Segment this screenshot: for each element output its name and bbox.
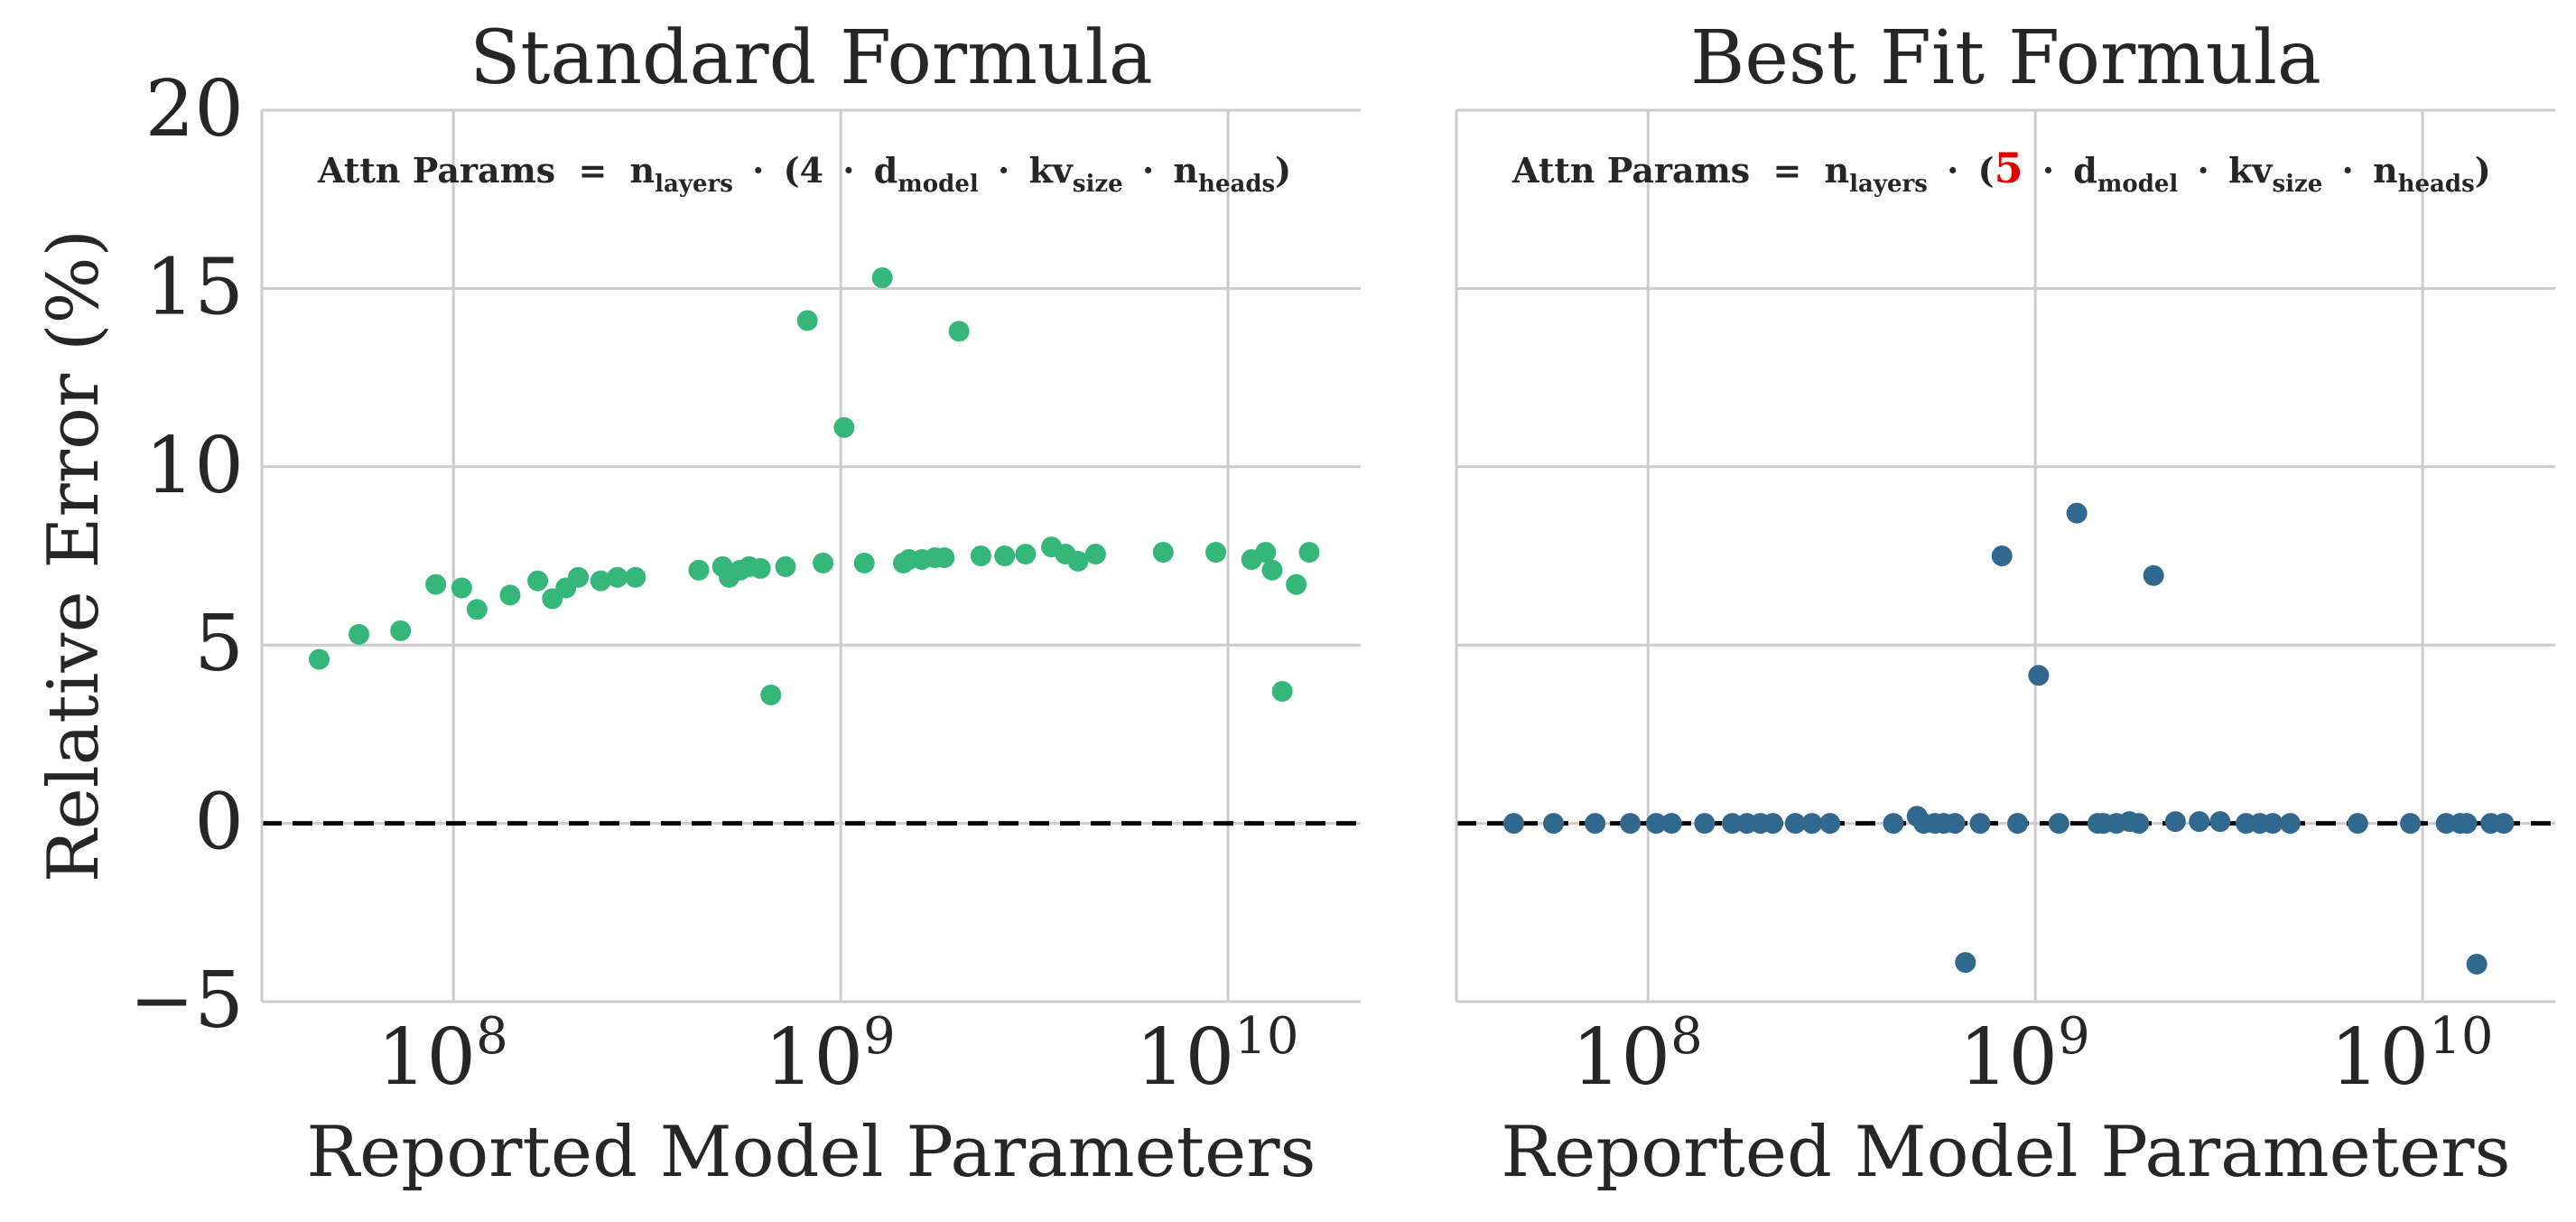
data-point <box>466 599 488 620</box>
data-point <box>1067 550 1089 572</box>
data-point <box>1543 813 1565 835</box>
formula-coefficient: 4 <box>800 150 823 191</box>
data-point <box>1955 952 1976 974</box>
data-point <box>1286 574 1307 595</box>
data-point <box>2143 564 2164 586</box>
formula-annotation: Attn Params = nlayers · (4 · dmodel · kv… <box>317 150 1291 200</box>
data-point <box>1801 813 1823 835</box>
data-point <box>425 574 447 595</box>
x-tick-label: 1010 <box>1136 1007 1299 1103</box>
data-point <box>760 684 782 705</box>
data-point <box>970 546 991 566</box>
data-point <box>1620 813 1641 835</box>
data-point <box>688 559 710 581</box>
data-point <box>2189 811 2210 833</box>
data-point <box>1722 813 1744 835</box>
data-point <box>2164 811 2186 833</box>
formula-coefficient: 5 <box>1995 144 2023 192</box>
x-tick-label: 1010 <box>2330 1007 2494 1103</box>
panel-best-fit-formula: Best Fit Formula Reported Model Paramete… <box>1455 15 2555 1193</box>
panel-standard-formula: Standard Formula Reported Model Paramete… <box>129 15 1361 1193</box>
y-tick-label: 5 <box>194 599 244 689</box>
data-point <box>813 552 834 574</box>
data-point <box>309 648 330 670</box>
x-axis-label: Reported Model Parameters <box>1501 1112 2510 1193</box>
y-tick-label: 20 <box>145 64 244 154</box>
data-point <box>567 566 589 588</box>
panel-title: Best Fit Formula <box>1690 15 2321 101</box>
data-point <box>1585 813 1606 835</box>
data-point <box>1015 544 1037 565</box>
data-point <box>1084 544 1106 565</box>
data-point <box>1255 542 1277 564</box>
formula-annotation: Attn Params = nlayers · (5 · dmodel · kv… <box>1511 144 2491 200</box>
y-tick-label: −5 <box>129 956 244 1046</box>
data-point <box>2262 813 2283 835</box>
y-axis-label: Relative Error (%) <box>33 229 115 882</box>
data-point <box>349 623 370 645</box>
data-point <box>1645 813 1667 835</box>
data-point <box>2493 813 2515 835</box>
data-point <box>2028 665 2050 686</box>
data-point <box>749 557 771 579</box>
data-point <box>994 546 1016 566</box>
data-point <box>451 577 472 599</box>
x-tick-label: 108 <box>1572 1007 1703 1103</box>
data-point <box>1660 813 1682 835</box>
data-point <box>1503 813 1525 835</box>
data-point <box>871 267 893 289</box>
y-tick-label: 10 <box>145 421 244 511</box>
data-point <box>1991 546 2013 566</box>
x-tick-label: 109 <box>1959 1007 2090 1103</box>
data-point <box>1261 559 1283 581</box>
data-point <box>2347 813 2368 835</box>
panel-title: Standard Formula <box>470 15 1153 101</box>
data-point <box>1819 813 1841 835</box>
data-point <box>2128 813 2150 835</box>
data-point <box>2466 954 2488 975</box>
data-point <box>1969 813 1991 835</box>
data-point <box>934 546 955 568</box>
x-tick-label: 108 <box>377 1007 508 1103</box>
data-point <box>853 552 875 574</box>
data-point <box>1784 813 1806 835</box>
data-point <box>1883 813 1904 835</box>
data-point <box>390 620 412 641</box>
data-point <box>796 310 818 331</box>
data-point <box>1271 681 1293 703</box>
data-point <box>2066 502 2088 524</box>
data-points <box>309 267 1320 705</box>
data-point <box>1762 813 1783 835</box>
data-point <box>1944 813 1966 835</box>
data-point <box>2279 813 2301 835</box>
data-points <box>1503 502 2515 975</box>
data-point <box>833 416 855 438</box>
y-tick-label: 15 <box>145 242 244 332</box>
data-point <box>775 555 796 577</box>
data-point <box>1694 813 1716 835</box>
x-axis-label: Reported Model Parameters <box>306 1112 1316 1193</box>
y-tick-label: 0 <box>194 778 244 868</box>
data-point <box>1298 542 1320 564</box>
data-point <box>590 570 611 592</box>
data-point <box>625 566 646 588</box>
data-point <box>2400 813 2422 835</box>
data-point <box>1205 542 1227 564</box>
data-point <box>527 570 549 592</box>
data-point <box>2209 811 2231 833</box>
data-point <box>1152 542 1174 564</box>
x-tick-label: 109 <box>765 1007 896 1103</box>
data-point <box>948 321 970 342</box>
data-point <box>2048 813 2069 835</box>
data-point <box>2456 813 2478 835</box>
data-point <box>499 584 521 606</box>
data-point <box>607 566 628 588</box>
data-point <box>2007 813 2029 835</box>
